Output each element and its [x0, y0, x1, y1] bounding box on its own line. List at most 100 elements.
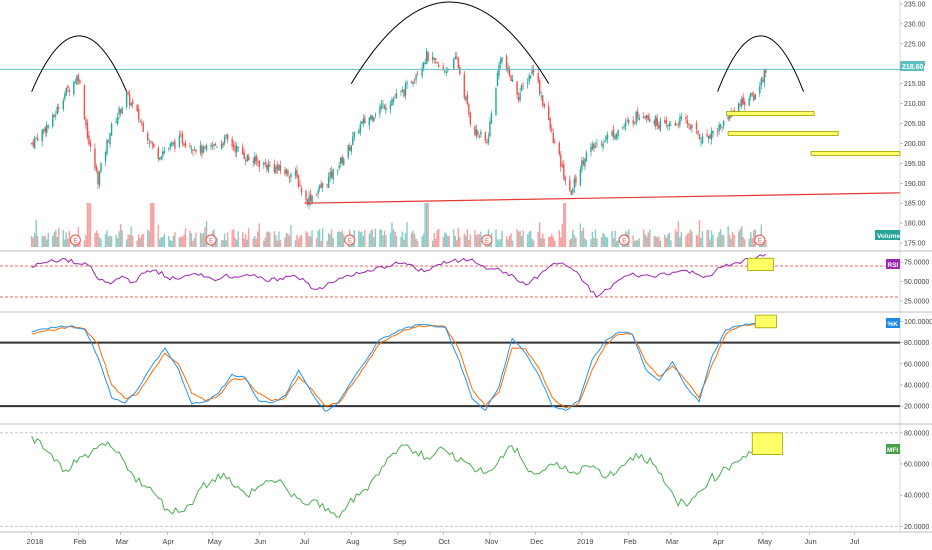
- candle-body: [364, 117, 366, 124]
- candle-body: [415, 75, 417, 80]
- candle-body: [658, 125, 660, 129]
- candle-body: [106, 140, 108, 154]
- candle-body: [457, 58, 460, 68]
- volume-bar: [611, 231, 613, 247]
- candle-body: [116, 116, 119, 124]
- volume-bar: [279, 239, 282, 247]
- volume-bar: [284, 237, 286, 247]
- candle-body: [600, 145, 603, 146]
- stoch-tick-label: 40.0000: [904, 382, 929, 389]
- candle-body: [633, 122, 636, 124]
- volume-bar: [526, 234, 529, 247]
- volume-bar: [358, 230, 360, 247]
- volume-bar: [691, 231, 693, 247]
- candle-body: [465, 97, 467, 100]
- volume-bar: [94, 233, 96, 247]
- candle-body: [128, 94, 131, 106]
- volume-bar: [712, 234, 714, 247]
- volume-bar: [329, 234, 331, 247]
- candle-body: [677, 124, 680, 126]
- volume-bar: [278, 231, 280, 247]
- candle-body: [329, 171, 331, 178]
- volume-bar: [88, 203, 90, 247]
- candle-body: [653, 120, 655, 124]
- candle-body: [83, 85, 86, 119]
- mfi-badge[interactable]: MFI: [886, 444, 900, 454]
- volume-bar: [361, 231, 363, 247]
- candle-body: [287, 170, 289, 176]
- volume-bar: [447, 235, 449, 247]
- last-price-label: 218.60: [902, 64, 924, 71]
- volume-bar: [308, 235, 310, 247]
- volume-bar: [721, 235, 723, 247]
- stoch-badge[interactable]: %K: [886, 318, 900, 328]
- candle-body: [596, 143, 598, 145]
- volume-bar: [339, 232, 342, 247]
- candle-body: [685, 116, 687, 120]
- volume-bar: [338, 231, 340, 247]
- volume-bar: [311, 230, 313, 247]
- candle-body: [594, 146, 597, 147]
- volume-bar: [643, 229, 645, 247]
- volume-bar: [501, 230, 503, 247]
- volume-bar: [679, 236, 681, 247]
- volume-bar: [511, 240, 514, 247]
- volume-bar: [638, 238, 640, 247]
- volume-bar: [140, 235, 143, 247]
- volume-bar: [431, 240, 434, 247]
- candle-body: [226, 134, 229, 140]
- volume-bar: [174, 231, 176, 247]
- price-axis[interactable]: [900, 0, 932, 532]
- volume-bar: [32, 237, 34, 247]
- volume-bar: [516, 229, 518, 247]
- volume-bar: [427, 203, 429, 247]
- volume-bar: [653, 236, 655, 247]
- volume-bar: [538, 222, 541, 247]
- volume-bar: [554, 240, 556, 247]
- volume-bar: [728, 234, 731, 247]
- volume-bar: [68, 230, 71, 247]
- volume-bar: [371, 229, 374, 247]
- volume-bar: [223, 233, 226, 247]
- volume-bar: [46, 239, 48, 247]
- volume-bar: [573, 234, 576, 247]
- volume-bar: [498, 240, 500, 247]
- candle-body: [529, 75, 532, 79]
- candle-body: [760, 78, 763, 86]
- x-tick-label: Apr: [162, 537, 174, 546]
- volume-bar: [35, 219, 37, 247]
- candle-body: [210, 144, 212, 147]
- candle-body: [498, 64, 500, 76]
- candle-body: [77, 75, 80, 81]
- volume-bar: [750, 231, 752, 247]
- candle-body: [501, 57, 503, 62]
- volume-bar: [157, 224, 160, 247]
- candle-body: [489, 121, 491, 137]
- candle-body: [252, 160, 254, 163]
- candle-body: [688, 123, 690, 126]
- volume-bar: [456, 240, 458, 247]
- candle-body: [104, 152, 107, 162]
- candle-body: [266, 164, 268, 170]
- volume-bar: [290, 225, 292, 247]
- price-tick-label: 210.00: [904, 101, 926, 108]
- x-tick-label: May: [208, 537, 222, 546]
- volume-bar: [507, 239, 509, 247]
- candle-body: [474, 125, 476, 135]
- candle-body: [605, 136, 607, 142]
- volume-bar: [585, 240, 588, 247]
- candle-body: [487, 137, 490, 143]
- candle-body: [341, 157, 343, 164]
- candle-body: [575, 176, 577, 184]
- volume-bar: [612, 238, 615, 247]
- candle-body: [368, 117, 371, 126]
- rsi-badge[interactable]: RSI: [886, 259, 900, 269]
- candle-body: [296, 169, 298, 178]
- candle-body: [202, 146, 205, 153]
- volume-bar: [468, 239, 470, 247]
- volume-bar: [294, 240, 297, 247]
- earnings-marker: [754, 234, 766, 246]
- volume-bar: [178, 237, 181, 247]
- volume-bar: [204, 227, 206, 247]
